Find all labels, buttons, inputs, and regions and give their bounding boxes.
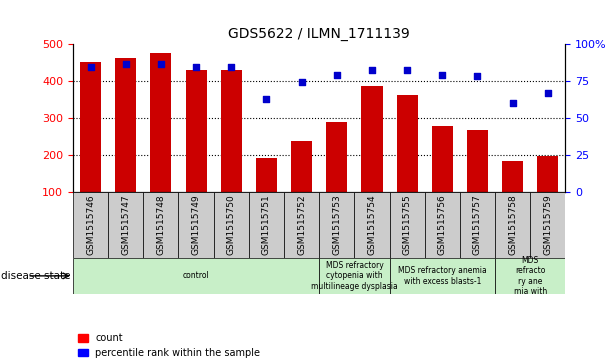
Bar — [390, 192, 425, 258]
Text: GSM1515759: GSM1515759 — [544, 195, 552, 256]
Text: disease state: disease state — [1, 271, 70, 281]
Bar — [221, 70, 242, 192]
Bar — [143, 192, 179, 258]
Text: GSM1515755: GSM1515755 — [402, 195, 412, 256]
Bar — [319, 192, 354, 258]
Point — [191, 65, 201, 70]
Point — [156, 61, 166, 67]
Bar — [179, 192, 213, 258]
Bar — [249, 192, 284, 258]
Text: MDS refractory anemia
with excess blasts-1: MDS refractory anemia with excess blasts… — [398, 266, 486, 286]
Bar — [326, 122, 347, 192]
Point — [261, 96, 271, 102]
Point — [367, 68, 377, 73]
Bar — [73, 192, 108, 258]
Bar — [108, 192, 143, 258]
Bar — [467, 130, 488, 192]
Bar — [80, 62, 101, 192]
Bar — [502, 161, 523, 192]
Bar — [291, 141, 312, 192]
Bar — [425, 192, 460, 258]
Text: GSM1515752: GSM1515752 — [297, 195, 306, 256]
Text: GSM1515753: GSM1515753 — [333, 195, 341, 256]
Title: GDS5622 / ILMN_1711139: GDS5622 / ILMN_1711139 — [229, 27, 410, 41]
Text: GSM1515749: GSM1515749 — [192, 195, 201, 256]
Point — [86, 65, 95, 70]
Text: GSM1515750: GSM1515750 — [227, 195, 236, 256]
Text: GSM1515751: GSM1515751 — [262, 195, 271, 256]
Text: GSM1515748: GSM1515748 — [156, 195, 165, 256]
Point — [121, 61, 131, 67]
Bar — [460, 192, 495, 258]
Bar — [396, 95, 418, 192]
Bar — [361, 86, 382, 192]
Text: control: control — [183, 272, 209, 280]
Bar — [150, 53, 171, 192]
Text: MDS
refracto
ry ane
mia with: MDS refracto ry ane mia with — [514, 256, 547, 296]
Bar — [495, 258, 565, 294]
Text: GSM1515758: GSM1515758 — [508, 195, 517, 256]
Text: GSM1515746: GSM1515746 — [86, 195, 95, 256]
Bar — [495, 192, 530, 258]
Legend: count, percentile rank within the sample: count, percentile rank within the sample — [78, 333, 260, 358]
Bar — [115, 58, 136, 192]
Point — [508, 100, 517, 106]
Bar — [432, 126, 453, 192]
Point — [543, 90, 553, 95]
Text: GSM1515757: GSM1515757 — [473, 195, 482, 256]
Bar — [354, 192, 390, 258]
Bar — [319, 258, 390, 294]
Text: GSM1515756: GSM1515756 — [438, 195, 447, 256]
Text: GSM1515747: GSM1515747 — [121, 195, 130, 256]
Point — [472, 73, 482, 79]
Bar — [73, 258, 319, 294]
Bar — [185, 70, 207, 192]
Point — [226, 65, 236, 70]
Point — [438, 72, 447, 78]
Point — [402, 68, 412, 73]
Bar — [284, 192, 319, 258]
Bar — [390, 258, 495, 294]
Bar — [530, 192, 565, 258]
Bar — [537, 156, 558, 192]
Text: MDS refractory
cytopenia with
multilineage dysplasia: MDS refractory cytopenia with multilinea… — [311, 261, 398, 291]
Bar — [256, 158, 277, 192]
Bar — [213, 192, 249, 258]
Text: GSM1515754: GSM1515754 — [367, 195, 376, 256]
Point — [332, 72, 342, 78]
Point — [297, 79, 306, 85]
